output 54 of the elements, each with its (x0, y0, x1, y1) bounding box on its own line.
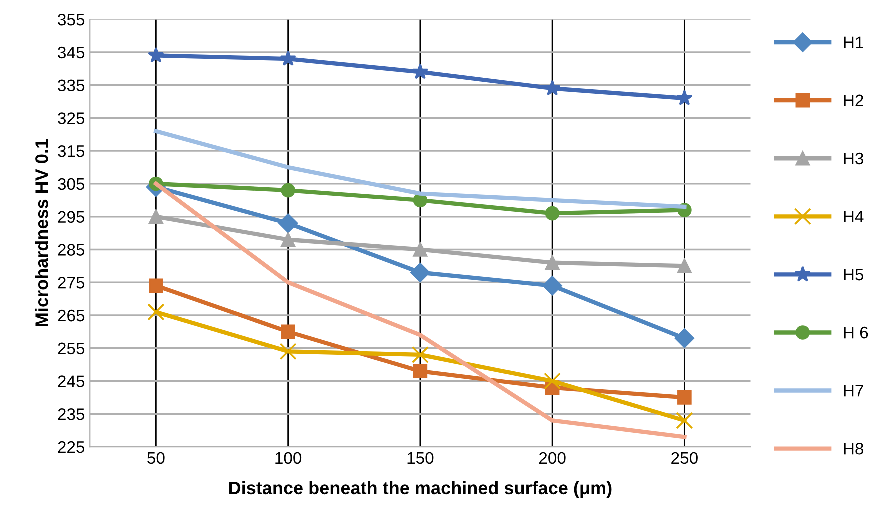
legend-label: H7 (844, 385, 864, 397)
y-tick-label: 265 (58, 310, 85, 322)
legend-label: H2 (844, 94, 864, 106)
y-tick-label: 305 (58, 178, 85, 190)
x-tick-label: 250 (672, 452, 698, 464)
legend-label: H4 (844, 211, 864, 222)
point (281, 324, 296, 340)
point (544, 80, 561, 96)
y-tick-label: 275 (58, 277, 85, 289)
y-axis-title: Microhardness HV 0.1 (35, 139, 48, 326)
point (281, 232, 296, 248)
legend-label: H3 (844, 152, 864, 165)
point (149, 278, 164, 294)
point (280, 343, 297, 360)
x-tick-label: 150 (408, 452, 434, 464)
point (149, 210, 164, 224)
y-tick-label: 295 (58, 211, 85, 224)
y-tick-label: 325 (58, 112, 85, 124)
x-tick-label: 200 (540, 452, 566, 464)
y-tick-label: 285 (58, 244, 85, 256)
point (278, 214, 298, 234)
point (148, 304, 165, 321)
point (412, 346, 429, 364)
legend-label: H5 (844, 269, 864, 281)
point (678, 390, 692, 405)
y-tick-label: 315 (58, 145, 85, 158)
point (544, 372, 562, 390)
point (674, 328, 694, 348)
legend-label: H8 (844, 443, 864, 455)
point (413, 242, 428, 257)
point (412, 64, 429, 80)
point (281, 183, 296, 198)
point (280, 50, 296, 66)
point (148, 47, 164, 63)
x-tick-label: 100 (276, 452, 302, 464)
point (676, 90, 693, 106)
y-tick-label: 335 (58, 80, 85, 92)
legend-label: H1 (844, 36, 864, 48)
point (676, 412, 694, 430)
point (545, 206, 560, 221)
y-tick-label: 255 (58, 342, 85, 355)
point (542, 276, 562, 296)
x-tick-label: 50 (148, 452, 165, 464)
y-tick-label: 345 (58, 46, 85, 59)
point (410, 263, 430, 282)
point (413, 364, 428, 379)
y-tick-label: 235 (58, 408, 85, 420)
y-tick-label: 225 (58, 441, 85, 454)
x-axis-title: Distance beneath the machined surface (μm) (230, 481, 612, 498)
point (678, 259, 692, 274)
y-tick-label: 355 (58, 14, 85, 26)
y-tick-label: 245 (58, 376, 85, 388)
legend-label: H 6 (844, 326, 868, 339)
point (545, 256, 560, 270)
